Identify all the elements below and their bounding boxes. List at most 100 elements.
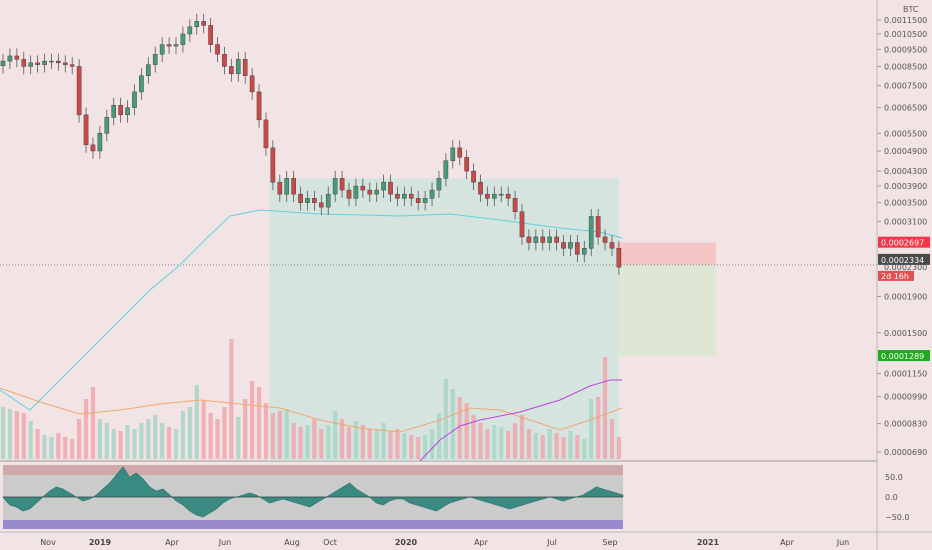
volume-bar: [215, 419, 220, 459]
candle-body: [325, 193, 331, 208]
candle-body: [429, 189, 435, 199]
volume-bar: [63, 437, 68, 459]
candle-body: [208, 25, 213, 45]
candle-body: [485, 193, 490, 199]
currency-label: BTC: [903, 5, 919, 14]
candle-body: [581, 248, 587, 255]
candle-body: [360, 185, 366, 191]
volume-bar: [14, 411, 19, 459]
candle-body: [332, 178, 338, 195]
countdown-tag-label: 2d 16h: [881, 272, 909, 281]
candle-body: [422, 198, 428, 203]
candle-body: [471, 170, 476, 183]
candle-body: [346, 189, 352, 199]
osc-area: [2, 466, 624, 518]
volume-bar: [49, 437, 54, 459]
candle-body: [436, 178, 442, 191]
volume-bar: [111, 429, 116, 459]
volume-bar: [298, 427, 303, 459]
candle-body: [381, 181, 386, 191]
price-tick-label: 0.0004300: [884, 167, 927, 176]
candle-body: [602, 236, 608, 243]
last-price-tag-bg: [878, 253, 930, 265]
volume-bar: [450, 389, 455, 459]
volume-bar: [208, 413, 213, 459]
price-tick-label: 0.0003100: [884, 217, 927, 226]
price-tick-label: 0.0001900: [884, 292, 927, 301]
price-tags: 0.0002697 0.0002334 2d 16h 0.0001289: [878, 236, 930, 362]
candle-body: [575, 242, 580, 255]
candle-body: [305, 198, 310, 203]
candle-body: [374, 189, 379, 195]
volume-bar: [367, 429, 372, 459]
osc-tick-label: 50.0: [885, 473, 903, 482]
volume-bar: [160, 423, 165, 459]
volume-bar: [443, 379, 448, 459]
volume-bars: [0, 339, 621, 459]
candle-body: [14, 55, 20, 60]
volume-bar: [305, 425, 310, 459]
candle-body: [388, 181, 393, 195]
volume-bar: [353, 421, 359, 459]
price-tick-label: 0.0007500: [884, 82, 927, 91]
candle-body: [478, 181, 483, 195]
candle-body: [104, 117, 110, 134]
candle-body: [69, 64, 75, 67]
candle-body: [62, 62, 68, 65]
volume-bar: [291, 423, 296, 459]
candle-body: [222, 54, 227, 67]
candle-body: [35, 62, 40, 65]
candle-body: [7, 55, 13, 62]
volume-bar: [139, 423, 144, 459]
volume-bar: [187, 407, 192, 459]
volume-bar: [506, 431, 511, 459]
time-tick-label: Apr: [165, 538, 180, 547]
short-position-tool[interactable]: [0, 242, 877, 357]
candle-body: [215, 44, 220, 55]
volume-bar: [616, 437, 621, 459]
volume-bar: [609, 419, 615, 459]
time-tick-label: Jul: [546, 538, 557, 547]
price-tick-label: 0.0000990: [884, 393, 927, 402]
candle-body: [249, 75, 255, 93]
volume-bar: [284, 409, 289, 459]
volume-bar: [540, 435, 545, 459]
candle-body: [588, 216, 594, 249]
volume-bar: [512, 423, 518, 459]
candle-body: [443, 160, 449, 179]
candle-body: [111, 105, 117, 118]
volume-bar: [132, 429, 137, 459]
candle-body: [312, 198, 317, 203]
time-tick-label: Jun: [218, 538, 232, 547]
candle-body: [125, 107, 130, 116]
volume-bar: [589, 399, 594, 459]
volume-bar: [236, 417, 241, 459]
price-tick-label: 0.0001500: [884, 329, 927, 338]
volume-bar: [554, 433, 559, 459]
volume-bar: [423, 435, 428, 459]
candle-body: [21, 59, 27, 67]
volume-bar: [125, 425, 130, 459]
price-tick-label: 0.0005500: [884, 129, 927, 138]
candle-body: [146, 64, 151, 76]
volume-bar: [173, 429, 179, 459]
time-tick-label: Apr: [474, 538, 489, 547]
candle-body: [229, 66, 234, 75]
candle-body: [76, 66, 82, 116]
volume-bar: [526, 429, 532, 459]
volume-bar: [70, 439, 75, 459]
candle-body: [353, 185, 359, 199]
volume-bar: [429, 429, 435, 459]
candle-body: [49, 60, 54, 63]
volume-bar: [180, 411, 186, 459]
candle-body: [139, 75, 144, 93]
candle-body: [270, 147, 276, 183]
volume-bar: [561, 437, 566, 459]
volume-ma-line: [0, 387, 623, 433]
volume-bar: [333, 411, 338, 459]
candle-body: [492, 193, 497, 199]
candle-body: [277, 181, 283, 195]
candle-body: [395, 193, 400, 199]
candle-body: [533, 236, 539, 243]
candle-body: [554, 236, 559, 243]
